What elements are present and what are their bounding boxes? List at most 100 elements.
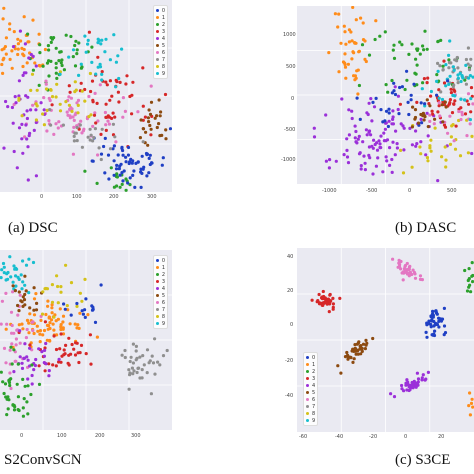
point-a-class-7 [108,147,113,151]
point-b-class-3 [425,81,429,85]
point-c-class-1 [48,326,52,331]
point-a-class-2 [77,41,81,45]
point-b-class-5 [413,115,418,120]
point-c-class-9 [8,255,12,259]
point-a-class-9 [96,65,100,69]
point-d-class-3 [327,310,331,314]
point-c-class-7 [136,366,140,370]
point-b-class-5 [441,120,445,124]
point-b-class-8 [428,144,432,148]
point-a-class-8 [34,118,39,122]
point-d-class-1 [468,413,472,417]
caption-d: (c) S3CE [395,452,451,468]
point-a-class-0 [160,163,164,167]
point-b-class-4 [366,112,370,117]
point-b-class-4 [312,135,317,139]
point-d-class-3 [317,302,322,306]
point-a-class-6 [47,119,51,123]
point-a-class-4 [13,95,17,99]
point-b-class-1 [341,60,346,64]
point-b-class-3 [454,124,458,128]
point-d-class-0 [433,329,437,333]
point-a-class-0 [116,153,120,157]
point-c-class-8 [41,290,45,294]
point-d-class-3 [310,298,314,302]
point-c-class-9 [2,271,6,275]
point-a-class-3 [124,82,128,86]
point-a-class-4 [17,126,22,130]
legend-entry-c-2: 2 [155,271,165,278]
legend-entry-d-5: 5 [306,389,315,396]
point-c-class-4 [23,342,27,346]
point-c-class-9 [27,291,31,295]
point-a-class-7 [99,157,103,162]
legend-entry-d-8: 8 [306,410,315,417]
point-a-class-7 [78,123,82,127]
legend-marker [155,301,159,304]
scatter-plot-d [297,248,474,432]
legend-marker [155,280,159,283]
point-c-class-3 [43,346,47,350]
point-b-class-9 [447,53,451,58]
point-c-class-3 [57,360,61,364]
point-a-class-0 [112,173,116,177]
point-a-class-3 [110,94,114,98]
point-a-class-0 [115,163,119,167]
point-b-class-7 [447,66,451,70]
point-a-class-5 [141,127,146,131]
legend-label: 4 [312,382,316,389]
point-c-class-6 [30,320,34,324]
point-d-class-1 [469,401,474,405]
point-b-class-6 [459,117,463,122]
legend-label: 8 [161,313,165,320]
point-d-class-5 [351,360,355,364]
point-a-class-0 [103,136,107,140]
point-a-class-4 [29,108,33,112]
point-a-class-9 [98,62,102,66]
point-b-class-7 [438,64,442,68]
point-d-class-0 [442,324,447,328]
point-d-class-0 [429,319,433,323]
point-c-class-2 [1,380,5,384]
point-a-class-3 [89,89,93,94]
point-c-class-6 [8,371,12,375]
legend-marker [155,58,159,61]
point-a-class-4 [25,116,29,121]
point-c-class-4 [20,366,25,370]
point-a-class-3 [149,133,153,137]
point-a-class-1 [27,40,31,44]
point-b-class-4 [402,126,406,130]
point-b-class-7 [451,85,455,89]
point-c-class-3 [58,347,62,351]
point-a-class-2 [57,59,61,63]
point-d-class-6 [396,265,400,269]
point-c-class-1 [44,312,48,317]
point-a-class-1 [12,30,16,34]
point-c-class-9 [21,259,25,263]
point-c-class-7 [156,360,160,364]
legend-entry-d-0: 0 [306,354,315,361]
point-c-class-2 [6,407,10,411]
point-a-class-2 [60,63,64,68]
point-b-class-8 [426,159,430,163]
point-a-class-5 [147,120,151,124]
point-b-class-3 [453,99,457,103]
point-c-class-1 [48,321,52,325]
point-a-class-4 [24,94,28,98]
legend-label: 1 [161,14,165,21]
point-c-class-7 [161,354,166,358]
point-c-class-1 [48,339,52,343]
point-b-class-2 [400,43,404,47]
point-b-class-9 [467,76,471,80]
point-c-class-1 [28,312,32,316]
point-c-class-2 [12,403,16,408]
point-a-class-6 [44,82,48,86]
point-b-class-4 [376,156,380,160]
point-a-class-6 [45,129,49,133]
point-b-class-4 [381,170,385,174]
point-b-class-4 [358,151,362,155]
point-a-class-9 [71,48,76,52]
legend-label: 7 [161,306,165,313]
point-c-class-7 [127,368,131,372]
legend-label: 3 [161,278,165,285]
